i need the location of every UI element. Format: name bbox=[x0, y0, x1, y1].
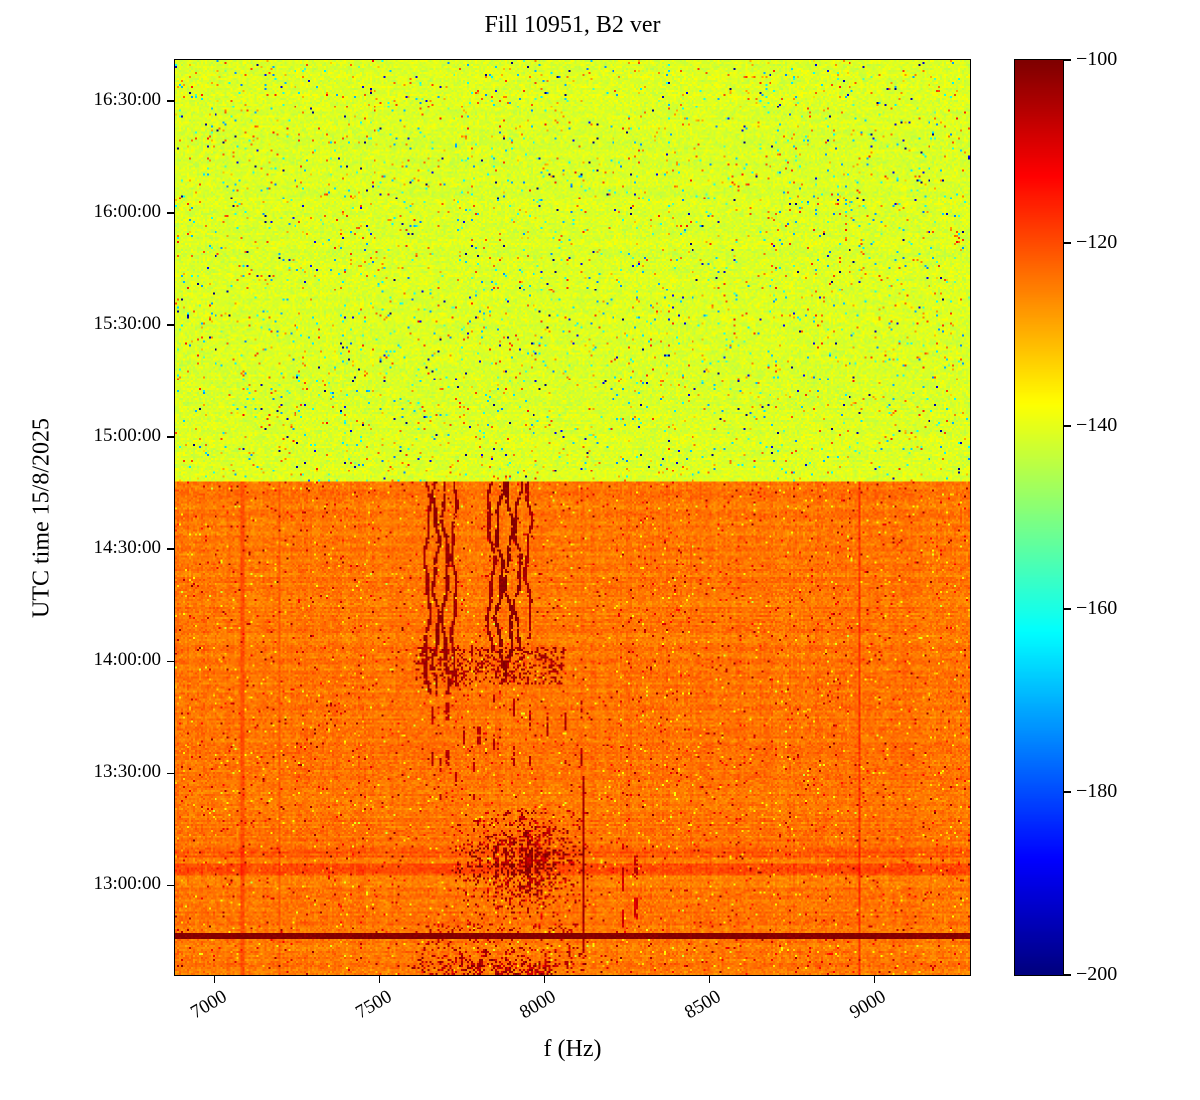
y-tick-mark bbox=[167, 100, 174, 102]
x-tick-label: 7500 bbox=[351, 986, 396, 1024]
colorbar-tick-label: −120 bbox=[1076, 231, 1118, 253]
y-tick-mark bbox=[167, 772, 174, 775]
colorbar-tick-label: −200 bbox=[1076, 963, 1118, 985]
colorbar-tick-mark bbox=[1064, 608, 1071, 610]
colorbar-tick-mark bbox=[1064, 974, 1071, 976]
y-tick-label: 16:30:00 bbox=[93, 89, 161, 111]
y-axis-label: UTC time 15/8/2025 bbox=[28, 418, 55, 618]
colorbar-tick-label: −100 bbox=[1076, 48, 1118, 70]
colorbar-tick-mark bbox=[1064, 242, 1071, 244]
colorbar-canvas bbox=[1015, 60, 1063, 975]
y-tick-label: 15:30:00 bbox=[93, 313, 161, 335]
y-tick-mark bbox=[167, 548, 174, 550]
plot-area bbox=[174, 59, 971, 976]
y-tick-mark bbox=[167, 884, 174, 887]
y-tick-mark bbox=[167, 660, 174, 663]
spectrogram-canvas bbox=[175, 60, 970, 975]
colorbar bbox=[1014, 59, 1064, 976]
x-axis-label: f (Hz) bbox=[543, 1036, 602, 1062]
y-tick-label: 15:00:00 bbox=[93, 425, 161, 447]
colorbar-tick-mark bbox=[1064, 425, 1071, 427]
colorbar-tick-label: −160 bbox=[1076, 597, 1118, 619]
y-tick-label: 13:00:00 bbox=[93, 873, 161, 895]
x-tick-mark bbox=[543, 976, 546, 983]
y-tick-label: 13:30:00 bbox=[93, 761, 161, 783]
x-tick-label: 9000 bbox=[846, 986, 890, 1024]
chart-title: Fill 10951, B2 ver bbox=[484, 12, 661, 38]
y-tick-mark bbox=[167, 324, 174, 326]
colorbar-tick-label: −180 bbox=[1076, 780, 1118, 802]
colorbar-tick-label: −140 bbox=[1076, 414, 1118, 436]
colorbar-tick-mark bbox=[1064, 791, 1071, 793]
y-tick-mark bbox=[167, 436, 174, 438]
y-tick-label: 14:00:00 bbox=[93, 649, 161, 671]
y-tick-label: 16:00:00 bbox=[93, 201, 161, 223]
y-tick-label: 14:30:00 bbox=[93, 537, 161, 559]
x-tick-label: 8000 bbox=[516, 986, 560, 1024]
x-tick-mark bbox=[213, 976, 216, 983]
colorbar-tick-mark bbox=[1064, 59, 1071, 61]
x-tick-mark bbox=[708, 976, 711, 983]
x-tick-mark bbox=[378, 976, 381, 983]
y-tick-mark bbox=[167, 212, 174, 214]
x-tick-label: 8500 bbox=[681, 986, 725, 1024]
x-tick-label: 7000 bbox=[186, 986, 231, 1024]
x-tick-mark bbox=[873, 976, 876, 983]
